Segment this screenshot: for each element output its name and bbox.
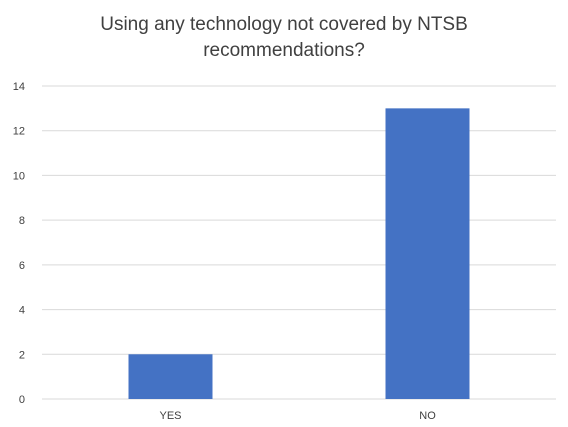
bar-no (385, 108, 470, 399)
bar-yes (128, 354, 213, 399)
y-tick-label: 14 (13, 81, 25, 93)
y-tick-label: 2 (19, 349, 25, 361)
y-tick-label: 12 (13, 126, 25, 138)
y-tick-label: 4 (19, 305, 25, 317)
chart-title-line-1: Using any technology not covered by NTSB (100, 14, 468, 35)
y-tick-label: 0 (19, 394, 25, 406)
y-tick-label: 6 (19, 260, 25, 272)
chart-title: Using any technology not covered by NTSB… (0, 12, 568, 64)
x-category-label: NO (419, 410, 436, 422)
chart-title-line-2: recommendations? (203, 40, 365, 61)
y-tick-label: 8 (19, 215, 25, 227)
x-category-label: YES (159, 410, 181, 422)
y-tick-label: 10 (13, 170, 25, 182)
